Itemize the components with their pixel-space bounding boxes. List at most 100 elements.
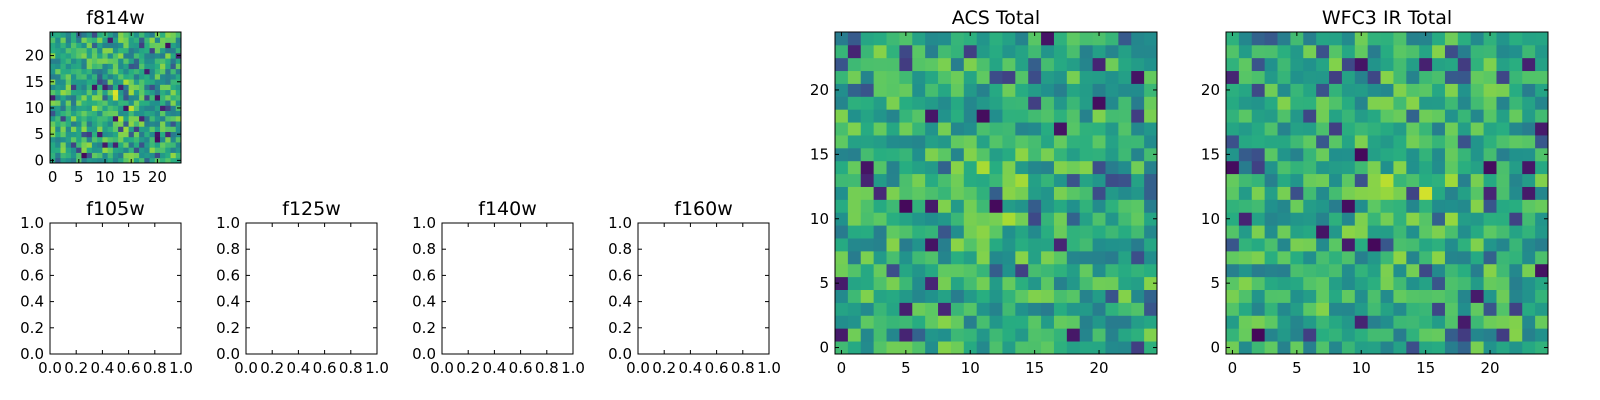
wfc3-ir-total-cell [1496, 289, 1510, 303]
acs-total-cell [938, 225, 952, 239]
f814w-cell [112, 84, 119, 91]
acs-total-cell [1002, 212, 1016, 226]
f814w-cell [123, 105, 129, 111]
f814w-cell [133, 147, 140, 153]
f160w-xtick-label: 0.4 [678, 359, 702, 377]
wfc3-ir-total-cell [1316, 276, 1330, 290]
wfc3-ir-total-cell [1251, 289, 1266, 303]
acs-total-cell [1002, 70, 1016, 84]
f814w-cell [170, 136, 177, 143]
wfc3-ir-total-cell [1522, 109, 1536, 123]
f814w-cell [102, 73, 109, 80]
f814w-cell [128, 131, 135, 138]
acs-total-cell [1118, 135, 1132, 149]
wfc3-ir-total-cell [1483, 212, 1497, 226]
f814w-cell [128, 115, 135, 122]
wfc3-ir-total-cell [1522, 341, 1536, 355]
acs-total-cell [1079, 199, 1093, 213]
wfc3-ir-total-cell [1419, 160, 1433, 175]
wfc3-ir-total-cell [1483, 276, 1497, 290]
acs-total-cell [1041, 96, 1055, 110]
acs-total-cell [835, 212, 849, 226]
acs-total-cell [835, 199, 849, 213]
f814w-cell [70, 52, 77, 59]
wfc3-ir-total-cell [1509, 32, 1523, 46]
wfc3-ir-total-cell [1238, 83, 1253, 97]
f814w-cell [60, 110, 67, 117]
f814w-cell [139, 79, 145, 85]
f814w-cell [60, 84, 67, 91]
f814w-cell [107, 121, 114, 127]
acs-total-cell [938, 135, 952, 149]
acs-total-cell [899, 96, 913, 110]
f814w-cell [149, 100, 156, 106]
f814w-cell [123, 84, 129, 91]
wfc3-ir-total-cell [1522, 302, 1536, 316]
acs-total-cell [886, 276, 900, 290]
acs-total-cell [1118, 276, 1132, 290]
f814w-cell [170, 94, 177, 101]
wfc3-ir-total-cell [1393, 70, 1407, 84]
f814w-ytick-label: 20 [25, 47, 44, 65]
acs-total-cell [847, 147, 862, 162]
acs-total-cell [899, 160, 913, 175]
f160w-ytick-label: 0.8 [608, 240, 632, 258]
wfc3-ir-total-cell [1483, 70, 1497, 84]
acs-total-cell [1066, 186, 1081, 200]
f814w-cell [165, 58, 171, 64]
f814w-cell [112, 115, 119, 122]
wfc3-ir-total-cell [1419, 57, 1433, 72]
f814w-cell [160, 32, 166, 38]
wfc3-ir-total-cell [1226, 250, 1240, 265]
acs-total-cell [1079, 160, 1093, 175]
f814w-cell [118, 63, 124, 70]
wfc3-ir-total-cell [1277, 186, 1291, 200]
wfc3-ir-total-cell [1535, 289, 1549, 303]
f814w-cell [97, 84, 103, 91]
f814w-cell [118, 52, 124, 59]
acs-total-cell [1131, 135, 1145, 149]
f814w-cell [107, 126, 114, 132]
wfc3-ir-total-cell [1483, 263, 1497, 278]
wfc3-ir-total-cell [1470, 276, 1484, 290]
f814w-cell [165, 42, 171, 49]
acs-total-cell [912, 302, 926, 316]
wfc3-ir-total-cell [1316, 122, 1330, 136]
wfc3-ir-total-cell [1509, 212, 1523, 226]
acs-total-cell [950, 96, 965, 110]
wfc3-ir-total-cell [1496, 186, 1510, 200]
f814w-cell [91, 37, 98, 43]
f814w-cell [102, 68, 109, 75]
wfc3-ir-total-cell [1393, 263, 1407, 278]
f814w-cell [65, 142, 72, 148]
acs-total-cell [1105, 199, 1119, 213]
wfc3-ir-total-cell [1341, 70, 1356, 84]
wfc3-ir-total-cell [1341, 199, 1356, 213]
wfc3-ir-total-cell [1406, 315, 1420, 329]
acs-total-cell [976, 83, 990, 97]
acs-total-cell [1079, 315, 1093, 329]
acs-total-cell [860, 250, 875, 265]
acs-total-cell [976, 135, 990, 149]
acs-total-cell [976, 341, 990, 355]
f814w-cell [154, 131, 161, 138]
wfc3-ir-total-cell [1470, 238, 1484, 252]
acs-total-cell [1105, 328, 1119, 342]
acs-total-cell [1002, 225, 1016, 239]
wfc3-ir-total-cell [1251, 328, 1266, 342]
acs-total-cell [989, 173, 1003, 187]
f814w-cell [91, 121, 98, 127]
f814w-cell [91, 131, 98, 138]
wfc3-ir-total-cell [1354, 238, 1369, 252]
acs-total-cell [912, 122, 926, 136]
acs-total-cell [873, 160, 887, 175]
acs-total-cell [925, 122, 939, 136]
wfc3-ir-total-cell [1406, 160, 1420, 175]
acs-total-cell [899, 250, 913, 265]
wfc3-ir-total-cell [1419, 341, 1433, 355]
acs-total-cell [1053, 160, 1068, 175]
f814w-cell [133, 63, 140, 70]
wfc3-ir-total-cell [1509, 302, 1523, 316]
acs-total-cell [1028, 341, 1042, 355]
f814w-cell [97, 105, 103, 111]
